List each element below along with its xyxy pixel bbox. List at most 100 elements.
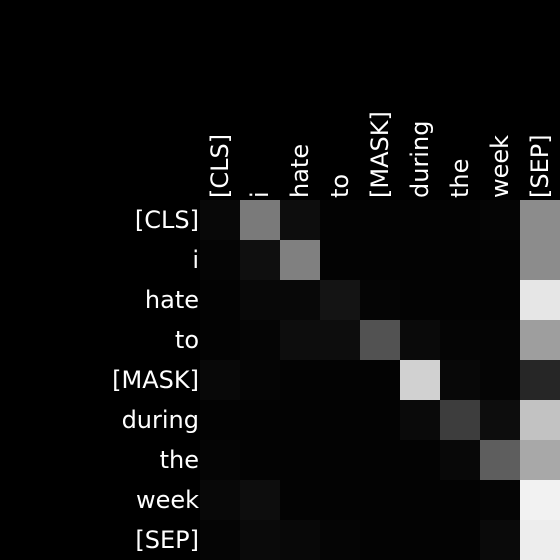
heatmap-cell [240, 280, 280, 320]
heatmap-cell [400, 480, 440, 520]
heatmap-cell [480, 400, 520, 440]
heatmap-cell [520, 280, 560, 320]
heatmap-cell [200, 440, 240, 480]
heatmap-cell [520, 520, 560, 560]
heatmap-cell [280, 440, 320, 480]
y-tick-label: hate [145, 286, 199, 314]
heatmap-cell [400, 400, 440, 440]
heatmap-cell [520, 360, 560, 400]
y-tick-label: to [175, 326, 199, 354]
heatmap-cell [200, 400, 240, 440]
heatmap-cell [280, 480, 320, 520]
x-tick-label: to [326, 174, 354, 198]
heatmap-cell [440, 480, 480, 520]
heatmap-cells [200, 200, 560, 560]
heatmap-cell [320, 480, 360, 520]
heatmap-cell [480, 200, 520, 240]
heatmap-cell [200, 480, 240, 520]
heatmap-cell [200, 240, 240, 280]
y-axis-tick-labels: [CLS] i hate to [MASK] during the week [SEP] [112, 206, 199, 554]
heatmap-cell [200, 360, 240, 400]
heatmap-cell [200, 520, 240, 560]
heatmap-cell [280, 240, 320, 280]
x-tick-label: the [446, 159, 474, 198]
heatmap-cell [200, 320, 240, 360]
heatmap-cell [520, 400, 560, 440]
heatmap-cell [520, 200, 560, 240]
heatmap-cell [480, 280, 520, 320]
heatmap-cell [480, 480, 520, 520]
y-tick-label: [MASK] [112, 366, 199, 394]
heatmap-cell [320, 200, 360, 240]
heatmap-cell [240, 520, 280, 560]
heatmap-cell [320, 360, 360, 400]
heatmap-cell [480, 520, 520, 560]
heatmap-cell [360, 320, 400, 360]
heatmap-cell [240, 200, 280, 240]
heatmap-cell [440, 240, 480, 280]
x-tick-label: during [406, 121, 434, 198]
heatmap-cell [520, 480, 560, 520]
x-axis-tick-labels: [CLS] i hate to [MASK] during the week [SEP] [206, 111, 554, 198]
heatmap-cell [400, 520, 440, 560]
x-tick-label: [CLS] [206, 134, 234, 198]
y-tick-label: [SEP] [135, 526, 199, 554]
heatmap-cell [480, 440, 520, 480]
heatmap-cell [480, 240, 520, 280]
x-tick-label: i [246, 191, 274, 198]
x-tick-label: [SEP] [526, 134, 554, 198]
heatmap-cell [400, 200, 440, 240]
heatmap-cell [320, 320, 360, 360]
heatmap-cell [480, 360, 520, 400]
y-tick-label: [CLS] [135, 206, 199, 234]
heatmap-cell [440, 400, 480, 440]
heatmap-cell [240, 480, 280, 520]
heatmap-cell [240, 360, 280, 400]
heatmap-cell [320, 240, 360, 280]
heatmap-cell [320, 440, 360, 480]
heatmap-cell [440, 440, 480, 480]
y-tick-label: during [122, 406, 199, 434]
heatmap-cell [280, 280, 320, 320]
heatmap-cell [400, 440, 440, 480]
x-tick-label: [MASK] [366, 111, 394, 198]
x-tick-label: hate [286, 144, 314, 198]
heatmap-cell [240, 400, 280, 440]
heatmap-cell [360, 480, 400, 520]
heatmap-cell [360, 440, 400, 480]
heatmap-cell [240, 440, 280, 480]
heatmap-cell [400, 280, 440, 320]
heatmap-cell [400, 240, 440, 280]
heatmap-cell [360, 520, 400, 560]
heatmap-cell [440, 200, 480, 240]
heatmap-cell [200, 200, 240, 240]
heatmap-cell [280, 360, 320, 400]
heatmap-cell [320, 280, 360, 320]
x-tick-label: week [486, 135, 514, 198]
heatmap-cell [360, 280, 400, 320]
heatmap-cell [440, 280, 480, 320]
heatmap-cell [280, 320, 320, 360]
heatmap-cell [240, 240, 280, 280]
heatmap-cell [360, 200, 400, 240]
heatmap-cell [360, 360, 400, 400]
heatmap-cell [360, 400, 400, 440]
heatmap-cell [480, 320, 520, 360]
y-tick-label: i [192, 246, 199, 274]
heatmap-cell [400, 360, 440, 400]
heatmap-cell [440, 360, 480, 400]
heatmap-cell [360, 240, 400, 280]
heatmap-cell [280, 400, 320, 440]
heatmap-cell [400, 320, 440, 360]
heatmap-cell [320, 520, 360, 560]
heatmap-cell [520, 320, 560, 360]
heatmap-cell [200, 280, 240, 320]
heatmap-cell [520, 240, 560, 280]
heatmap-cell [440, 320, 480, 360]
heatmap-cell [280, 520, 320, 560]
heatmap-cell [280, 200, 320, 240]
y-tick-label: the [160, 446, 199, 474]
heatmap-cell [240, 320, 280, 360]
heatmap-cell [320, 400, 360, 440]
